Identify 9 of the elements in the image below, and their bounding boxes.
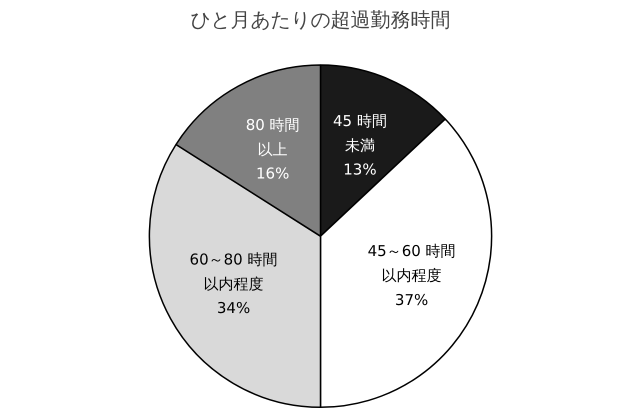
- data-label: 16%: [256, 164, 290, 183]
- slice-label: 45～60 時間以内程度: [368, 242, 456, 284]
- data-label: 13%: [343, 160, 377, 179]
- data-label: 37%: [394, 290, 428, 309]
- data-label: 34%: [216, 299, 250, 318]
- slice-label: 60～80 時間以内程度: [190, 250, 278, 293]
- chart-title: ひと月あたりの超過勤務時間: [190, 8, 450, 32]
- slice-label: 80 時間以上: [246, 116, 300, 158]
- slice-label: 45 時間未満: [332, 112, 387, 154]
